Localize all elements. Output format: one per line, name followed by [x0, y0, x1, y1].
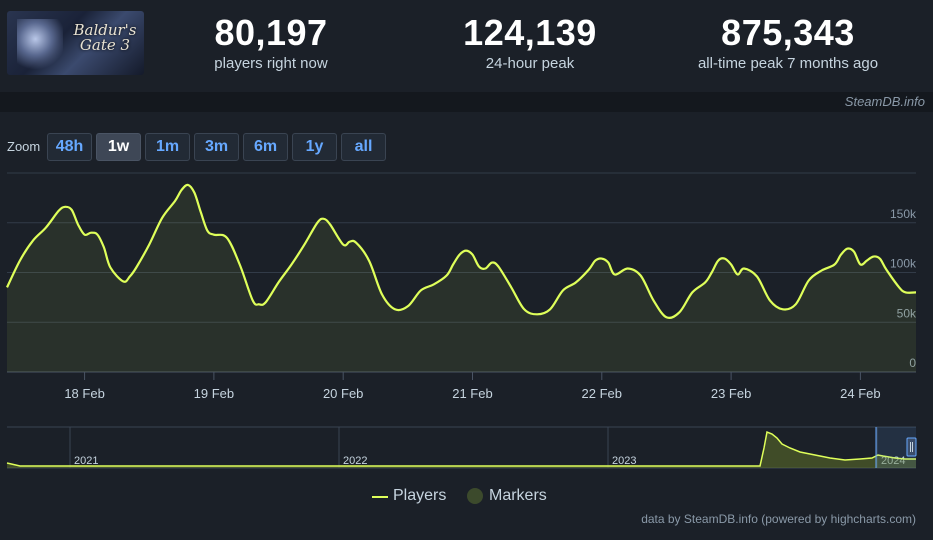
legend-item-players[interactable]: Players	[372, 486, 454, 508]
24h-peak-value: 124,139	[463, 12, 597, 53]
zoom-1y-button[interactable]: 1y	[292, 133, 337, 161]
zoom-1m-button[interactable]: 1m	[145, 133, 190, 161]
x-axis-labels: 18 Feb 19 Feb 20 Feb 21 Feb 22 Feb 23 Feb 24 F…	[64, 386, 880, 401]
y-tick-label: 50k	[897, 306, 917, 320]
navigator-year-label: 2021	[74, 455, 98, 467]
24h-peak-label: 24-hour peak	[485, 55, 575, 72]
x-tick-label: 22 Feb	[582, 386, 622, 401]
y-axis-labels: 0 50k 100k 150k	[890, 207, 917, 370]
navigator-year-label: 2022	[343, 455, 367, 467]
markers-legend-symbol	[467, 488, 483, 504]
game-logo-text: Baldur's Gate 3	[73, 21, 137, 54]
legend-markers-label: Markers	[489, 487, 547, 504]
character-art	[17, 19, 63, 69]
zoom-all-button[interactable]: all	[341, 133, 386, 161]
stat-all-time-peak: 875,343 all-time peak 7 months ago	[683, 12, 893, 74]
navigator-area	[7, 432, 916, 468]
navigator-year-labels: 2021202220232024	[69, 427, 905, 468]
stat-current-players: 80,197 players right now	[196, 12, 346, 74]
x-tick-label: 24 Feb	[840, 386, 880, 401]
current-players-value: 80,197	[214, 12, 328, 53]
navigator-line	[6, 430, 916, 467]
current-players-label: players right now	[214, 55, 328, 72]
zoom-label: Zoom	[7, 139, 41, 154]
game-logo-image[interactable]: Baldur's Gate 3	[7, 11, 144, 75]
stat-24h-peak: 124,139 24-hour peak	[445, 12, 615, 74]
y-tick-label: 0	[909, 356, 916, 370]
x-tick-label: 18 Feb	[64, 386, 104, 401]
chart-credits[interactable]: data by SteamDB.info (powered by highcha…	[641, 512, 916, 526]
zoom-3m-button[interactable]: 3m	[194, 133, 239, 161]
all-time-peak-label: all-time peak 7 months ago	[697, 55, 879, 72]
navigator-year-label: 2023	[612, 455, 636, 467]
brand-bar: SteamDB.info	[0, 92, 933, 112]
header: Baldur's Gate 3 80,197 players right now…	[0, 0, 933, 92]
x-tick-label: 20 Feb	[323, 386, 363, 401]
players-area	[7, 184, 916, 372]
navigator[interactable]: 2021202220232024	[6, 426, 917, 469]
all-time-peak-value: 875,343	[721, 12, 855, 53]
x-tick-label: 19 Feb	[194, 386, 234, 401]
legend-item-markers[interactable]: Markers	[467, 486, 557, 508]
x-axis-ticks	[84, 372, 861, 380]
navigator-handle[interactable]	[906, 437, 917, 457]
players-series-line[interactable]	[6, 183, 917, 320]
legend-players-label: Players	[393, 487, 447, 504]
y-tick-label: 100k	[890, 257, 917, 271]
zoom-6m-button[interactable]: 6m	[243, 133, 288, 161]
zoom-48h-button[interactable]: 48h	[47, 133, 92, 161]
brand-label: SteamDB.info	[844, 94, 925, 109]
zoom-1w-button[interactable]: 1w	[96, 133, 141, 161]
x-tick-label: 21 Feb	[452, 386, 492, 401]
y-tick-label: 150k	[890, 207, 917, 221]
players-legend-symbol	[372, 496, 388, 498]
legend: Players Markers	[0, 486, 933, 508]
x-tick-label: 23 Feb	[711, 386, 751, 401]
